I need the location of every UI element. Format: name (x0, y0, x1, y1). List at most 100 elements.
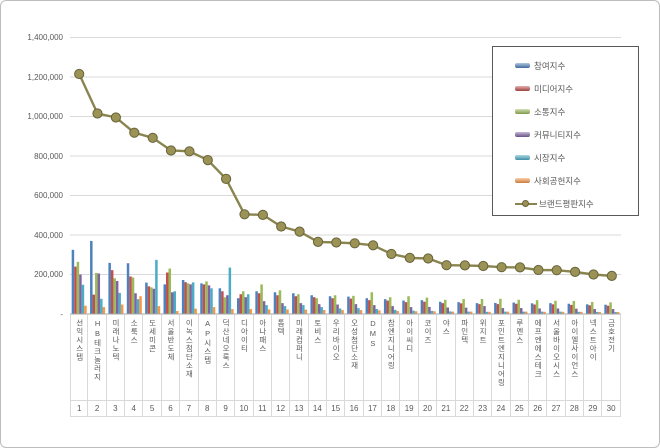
legend-item-community-index: 커뮤니티지수 (493, 123, 638, 146)
category-label: 위지트 (478, 319, 488, 345)
bar (365, 298, 369, 314)
bar (302, 305, 305, 314)
legend-item-social-contribution-index: 사회공헌지수 (493, 169, 638, 192)
bar (265, 305, 268, 314)
bar (157, 306, 161, 314)
bar (409, 307, 413, 314)
bar (407, 296, 410, 315)
line-marker (404, 252, 415, 263)
bar (554, 300, 557, 314)
category-cell: 아나패스 (254, 315, 272, 400)
line-marker (570, 266, 581, 277)
bar (439, 301, 442, 314)
category-label: DMS (368, 319, 378, 349)
category-label: 포인트엔지니어링 (496, 319, 506, 387)
category-cell: 도세미콘 (143, 315, 162, 400)
legend-item-participation-index: 참여지수 (493, 54, 638, 77)
bar (488, 311, 491, 314)
rank-number: 28 (565, 400, 585, 417)
category-cell: 참엔지니어링 (382, 315, 401, 400)
bar (212, 307, 216, 314)
category-label: 우리바이오 (331, 319, 341, 362)
bar (236, 298, 240, 314)
category-cell: 루멘스 (511, 315, 529, 400)
category-label: 도세미콘 (148, 319, 158, 353)
category-cell: 서울반도체 (162, 315, 181, 400)
category-label: 코이즈 (423, 319, 433, 345)
rank-number: 12 (271, 400, 291, 417)
bar (294, 296, 298, 315)
legend-label: 브랜드평판지수 (539, 198, 594, 209)
category-label: 디아이티 (239, 319, 249, 353)
line-marker (184, 146, 195, 157)
bar (136, 299, 140, 314)
category-cell: 오성첨단소재 (345, 315, 364, 400)
bar (166, 272, 169, 314)
bar (317, 304, 321, 315)
category-label: 야스 (441, 319, 451, 336)
bar (336, 304, 339, 314)
bar (281, 303, 284, 314)
bar (338, 308, 342, 314)
bar (616, 312, 620, 314)
bar (315, 298, 318, 314)
line-marker (257, 209, 268, 220)
category-label: 소룩스 (129, 319, 139, 345)
legend-label: 시장지수 (534, 152, 566, 163)
bar (517, 299, 520, 314)
y-axis-tick-label: 400,000 (34, 230, 63, 240)
bar (483, 306, 486, 314)
category-label: 루멘스 (515, 319, 525, 345)
bar (430, 310, 434, 314)
rank-number: 7 (180, 400, 199, 417)
bar (543, 311, 546, 314)
bar (540, 311, 544, 314)
bar (494, 302, 497, 314)
bar (533, 304, 536, 314)
bar (226, 295, 229, 314)
line-marker (202, 155, 213, 166)
bar (524, 311, 528, 314)
bar (84, 305, 87, 314)
bar (328, 296, 332, 315)
bar (322, 310, 326, 314)
legend-swatch-icon (515, 155, 530, 160)
rank-number: 2 (88, 400, 107, 417)
line-marker (147, 132, 158, 143)
bar (391, 306, 394, 314)
bar (74, 266, 77, 314)
bar (549, 303, 552, 314)
bar (186, 283, 190, 314)
bar (205, 281, 208, 314)
category-label: 덕산네오룩스 (221, 319, 231, 370)
bar (257, 293, 261, 314)
bar-series-social-contribution-index (84, 296, 620, 315)
line-marker (551, 265, 562, 276)
bar (145, 282, 148, 314)
category-label: 금호전기 (607, 319, 617, 353)
bar (97, 273, 101, 314)
bar (375, 309, 379, 314)
bar (575, 308, 578, 314)
bar (244, 297, 247, 314)
bar (590, 301, 594, 314)
bar (459, 303, 463, 314)
bar (478, 304, 481, 315)
bar (189, 284, 192, 315)
bar (485, 311, 489, 314)
bar (378, 310, 381, 314)
bar (273, 292, 277, 314)
bar (81, 284, 85, 314)
bar (102, 307, 106, 314)
line-marker (533, 264, 544, 276)
bar (514, 303, 518, 314)
bar (412, 310, 415, 314)
category-label: 참엔지니어링 (386, 319, 396, 370)
bar (249, 309, 252, 314)
bar (368, 300, 371, 314)
legend-item-market-index: 시장지수 (493, 146, 638, 169)
line-marker (129, 127, 140, 138)
rank-number: 19 (400, 400, 419, 417)
bar (593, 309, 596, 314)
